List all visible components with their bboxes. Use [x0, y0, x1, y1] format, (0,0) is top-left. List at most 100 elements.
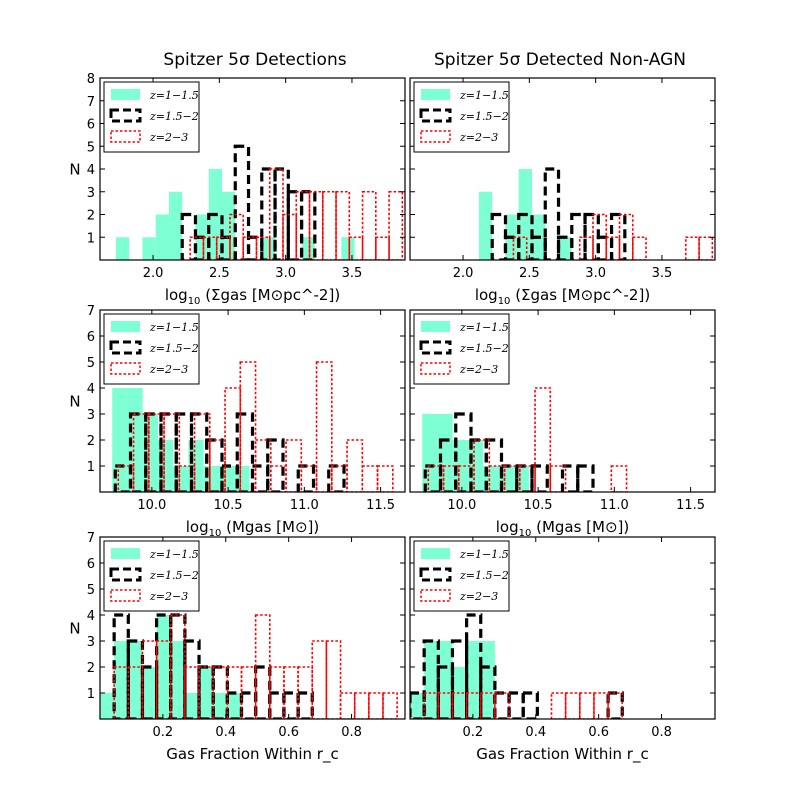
bar-dotted-2	[437, 692, 454, 719]
bar-dashed-1	[438, 438, 458, 492]
bar-filled-9	[227, 693, 242, 719]
bar-dashed-11	[268, 691, 286, 719]
y-tick-label: 5	[87, 583, 95, 598]
bar-dashed-4	[464, 613, 483, 719]
y-tick-label: 6	[87, 118, 95, 133]
bar-dotted-14	[311, 640, 328, 719]
bar-dotted-6	[494, 692, 510, 719]
y-tick-label: 6	[87, 330, 95, 345]
panel-bottom-left: 0.2 0.4 0.6 0.8 1 2 3 4 5 6 7 N Gas Fraction Within …	[69, 531, 406, 764]
legend-swatch-dashed	[419, 567, 452, 582]
bar-filled-0	[100, 693, 115, 719]
bar-dotted-12	[610, 465, 628, 492]
bar-dashed-3	[530, 235, 547, 260]
bar-dotted-12	[578, 692, 595, 719]
bar-dashed-3	[450, 639, 469, 719]
bar-dotted-14	[685, 236, 700, 260]
y-axis-label: N	[69, 392, 80, 410]
x-axis-label: log10 (Σgas [M⊙pc^-2])	[165, 286, 340, 307]
axes-frame	[99, 309, 406, 493]
y-axis-label: N	[69, 619, 80, 637]
x-tick-label: 0.8	[651, 725, 672, 740]
bar-dotted-18	[368, 692, 384, 719]
bar-filled-3	[142, 667, 157, 719]
legend-swatch-filled	[421, 89, 450, 100]
legend-label: z=1−1.5	[149, 321, 199, 334]
bar-dashed-7	[273, 167, 290, 260]
bar-dotted-17	[376, 465, 394, 492]
axes-frame	[409, 536, 716, 720]
series-dotted	[427, 387, 628, 492]
bar-filled-8	[213, 693, 228, 719]
bar-dashed-9	[560, 464, 580, 492]
bar-dashed-8	[596, 235, 614, 260]
bar-dotted-8	[295, 190, 311, 260]
bar-dashed-1	[193, 235, 211, 260]
series-dotted	[423, 692, 624, 719]
bar-filled-5	[480, 641, 495, 719]
x-tick-label: 10.0	[137, 498, 166, 513]
bar-dotted-1	[423, 692, 440, 719]
legend: z=1−1.5 z=1.5−2 z=2−3	[413, 540, 510, 612]
legend-label: z=1.5−2	[459, 110, 509, 123]
x-tick-label: 2.5	[519, 266, 540, 281]
x-tick-label: 2.0	[143, 266, 164, 281]
x-tick-label: 0.4	[525, 725, 546, 740]
bar-dotted-2	[141, 640, 158, 719]
x-tick-label: 0.2	[153, 725, 174, 740]
x-tick-label: 3.5	[342, 266, 363, 281]
bar-dashed-10	[254, 665, 272, 719]
y-tick-label: 7	[87, 304, 95, 319]
legend-label: z=2−3	[459, 590, 498, 603]
bar-filled-4	[466, 641, 481, 719]
series-dotted	[117, 361, 394, 492]
x-tick-label: 0.4	[215, 725, 236, 740]
bar-dashed-0	[490, 212, 508, 260]
legend-swatch-filled	[421, 548, 450, 559]
x-tick-label: 3.5	[652, 266, 673, 281]
panel-middle-right: 10.0 10.5 11.0 11.5 log10 (Mgas [M⊙]) z=1−1.5…	[409, 309, 716, 539]
x-axis-label: log10 (Mgas [M⊙])	[186, 518, 320, 539]
legend: z=1−1.5 z=1.5−2 z=2−3	[413, 81, 510, 153]
bar-dashed-12	[282, 691, 300, 719]
series-filled	[422, 414, 529, 492]
bar-dotted-5	[479, 692, 496, 719]
bar-filled-3	[467, 440, 484, 492]
legend-label: z=2−3	[149, 590, 188, 603]
legend-swatch-dashed	[109, 340, 142, 355]
bar-dotted-17	[353, 692, 370, 719]
legend-label: z=1.5−2	[149, 110, 199, 123]
x-tick-label: 2.5	[209, 266, 230, 281]
bar-dotted-9	[308, 190, 324, 260]
y-tick-label: 2	[87, 661, 95, 676]
bar-dotted-13	[315, 361, 333, 492]
legend-label: z=1.5−2	[149, 569, 199, 582]
bar-filled-2	[128, 641, 143, 719]
bar-dotted-1	[132, 413, 150, 492]
bar-filled-1	[424, 641, 439, 719]
bar-dashed-14	[606, 691, 624, 719]
legend-label: z=1.5−2	[149, 342, 199, 355]
bar-dotted-10	[631, 236, 647, 260]
bar-filled-7	[199, 667, 214, 719]
series-filled	[410, 641, 495, 719]
bar-dashed-9	[299, 190, 317, 260]
bar-dashed-4	[169, 613, 187, 719]
bar-dotted-1	[512, 236, 528, 260]
series-dotted	[189, 168, 404, 260]
axes-frame	[99, 536, 406, 720]
bar-dotted-10	[321, 190, 337, 260]
y-tick-label: 4	[87, 163, 95, 178]
y-tick-label: 5	[87, 356, 95, 371]
bar-filled-5	[170, 641, 185, 719]
bar-filled-1	[114, 641, 129, 719]
bar-dotted-13	[593, 692, 609, 719]
y-tick-label: 1	[87, 460, 95, 475]
bar-filled-2	[155, 214, 169, 260]
legend-swatch-dotted	[420, 589, 451, 602]
x-tick-label: 11.0	[290, 498, 319, 513]
legend-label: z=1−1.5	[459, 321, 509, 334]
